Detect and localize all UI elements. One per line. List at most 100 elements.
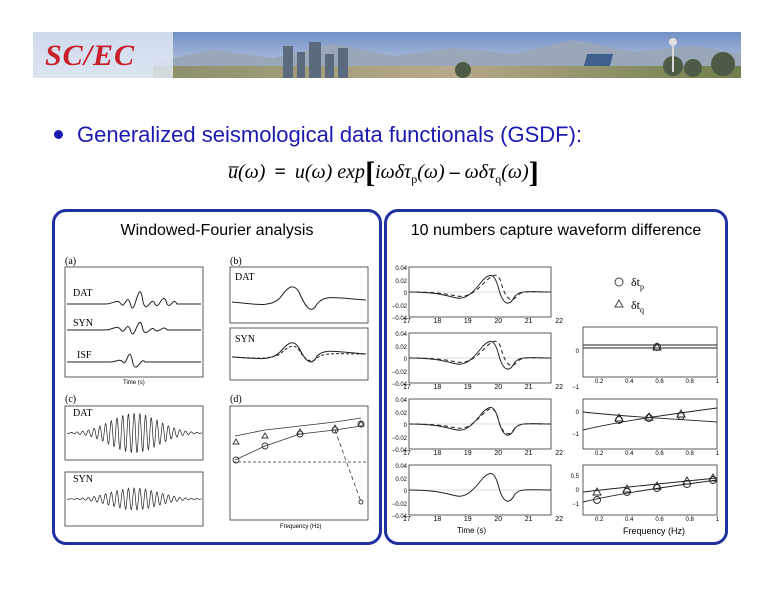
xtick: 18 — [433, 450, 442, 457]
windowed-fourier-figure — [64, 266, 369, 527]
legend-dtq: δtq — [631, 298, 644, 314]
ytick: 0 — [403, 423, 407, 429]
waveform-xticks-3: 17 18 19 20 21 22 — [403, 450, 563, 457]
xtick: 18 — [433, 318, 442, 325]
legend-dtq-label: δt — [631, 298, 640, 312]
xtick: 17 — [403, 384, 411, 391]
waveform-yticks-4: 0.04 0.02 0 −0.02 −0.04 — [387, 461, 407, 524]
xtick: 0.8 — [685, 517, 694, 523]
xtick: 0.8 — [685, 379, 694, 385]
trace-label-syn-c: SYN — [73, 474, 94, 485]
trace-label-dat-b: DAT — [235, 272, 255, 283]
xtick: 17 — [403, 450, 411, 457]
ytick: −0.04 — [391, 316, 407, 322]
equation-sub-q: q — [495, 172, 502, 186]
freq-xticks-2: 0.2 0.4 0.6 0.8 1 — [595, 451, 719, 457]
waveform-difference-figure — [408, 266, 718, 516]
xlabel-freq-d: Frequency (Hz) — [280, 524, 322, 530]
ytick: −1 — [572, 432, 579, 438]
windowed-fourier-panel: Windowed-Fourier analysis — [52, 209, 382, 545]
xtick: 0.4 — [625, 517, 634, 523]
xtick: 1 — [715, 517, 719, 523]
waveform-xticks-1: 17 18 19 20 21 22 — [403, 318, 563, 325]
gsdf-equation: u̅(ω) = u(ω) exp[iωδτp(ω) – ωδτq(ω)] — [228, 156, 539, 190]
bullet-heading: Generalized seismological data functiona… — [54, 122, 582, 148]
ytick: 0 — [575, 410, 579, 416]
ytick: 0.04 — [395, 266, 407, 272]
xtick: 0.6 — [655, 517, 664, 523]
ytick: 0.5 — [570, 474, 579, 480]
ytick: 0.04 — [395, 332, 407, 338]
scec-logo: SC/EC — [45, 39, 136, 72]
ytick: 0 — [403, 291, 407, 297]
header-banner: SC/EC — [33, 32, 741, 78]
freq-xticks-3: 0.2 0.4 0.6 0.8 1 — [595, 517, 719, 523]
xtick: 0.4 — [625, 379, 634, 385]
xtick: 0.6 — [655, 379, 664, 385]
ytick: −0.02 — [391, 369, 407, 376]
xtick: 21 — [524, 450, 533, 457]
trace-label-syn-a: SYN — [73, 318, 94, 329]
xtick: 18 — [433, 384, 442, 391]
xtick: 21 — [524, 384, 533, 391]
xtick: 1 — [715, 451, 719, 457]
legend-dtp: δtp — [631, 275, 644, 291]
xtick: 22 — [555, 450, 563, 457]
ytick: −0.02 — [391, 501, 407, 508]
xtick: 20 — [494, 516, 503, 523]
xtick: 17 — [403, 516, 411, 523]
freq-xlabel: Frequency (Hz) — [623, 526, 686, 536]
xtick: 22 — [555, 384, 563, 391]
xtick: 0.2 — [595, 379, 604, 385]
freq-yticks-1: 0 −1 — [565, 334, 579, 406]
equation-term1: u(ω) exp — [294, 161, 366, 183]
bullet-dot-icon — [54, 129, 63, 139]
ytick: −0.02 — [391, 435, 407, 442]
trace-label-syn-b: SYN — [235, 334, 256, 345]
waveform-yticks-2: 0.04 0.02 0 −0.02 −0.04 — [387, 329, 407, 392]
xtick: 0.2 — [595, 451, 604, 457]
waveform-difference-panel: 10 numbers capture waveform difference — [384, 209, 728, 545]
freq-xticks-1: 0.2 0.4 0.6 0.8 1 — [595, 379, 719, 385]
ytick: 0.02 — [395, 278, 407, 285]
xtick: 19 — [463, 318, 472, 325]
xtick: 0.6 — [655, 451, 664, 457]
xtick: 17 — [403, 318, 411, 325]
xtick: 22 — [555, 516, 563, 523]
equation-inner1: iωδτ — [375, 161, 412, 183]
freq-yticks-3: 0.5 0 −1 — [565, 470, 579, 512]
bullet-text: Generalized seismological data functiona… — [77, 122, 583, 147]
waveform-yticks-3: 0.04 0.02 0 −0.02 −0.04 — [387, 395, 407, 458]
equation-lhs: u̅(ω) — [228, 161, 266, 183]
label-c: (c) — [65, 394, 77, 405]
xtick: 0.8 — [685, 451, 694, 457]
left-bracket: [ — [365, 156, 376, 189]
ytick: −1 — [572, 502, 579, 508]
legend-dtq-sub: q — [640, 305, 644, 315]
xtick: 22 — [555, 318, 563, 325]
trace-label-dat-a: DAT — [73, 288, 93, 299]
waveform-yticks-1: 0.04 0.02 0 −0.02 −0.04 — [387, 263, 407, 326]
ytick: 0.04 — [395, 464, 407, 470]
panel-title-right: 10 numbers capture waveform difference — [410, 222, 702, 239]
panel-title-left: Windowed-Fourier analysis — [120, 222, 314, 239]
waveform-xticks-4: 17 18 19 20 21 22 — [403, 516, 563, 523]
xtick: 18 — [433, 516, 442, 523]
ytick: 0.02 — [395, 344, 407, 351]
xtick: 0.2 — [595, 517, 604, 523]
legend-dtp-label: δt — [631, 275, 640, 289]
label-d: (d) — [230, 394, 242, 405]
waveform-xlabel: Time (s) — [457, 526, 487, 535]
ytick: −0.02 — [391, 303, 407, 310]
label-b: (b) — [230, 256, 242, 267]
xtick: 20 — [494, 318, 503, 325]
xtick: 21 — [524, 318, 533, 325]
equation-minus: – — [449, 161, 460, 183]
xtick: 21 — [524, 516, 533, 523]
waveform-xticks-2: 17 18 19 20 21 22 — [403, 384, 563, 391]
ytick: 0 — [403, 489, 407, 495]
xtick: 20 — [494, 450, 503, 457]
freq-yticks-2: 0 −1 — [565, 402, 579, 446]
equation-equals: = — [274, 161, 286, 183]
legend-dtp-sub: p — [640, 282, 644, 292]
